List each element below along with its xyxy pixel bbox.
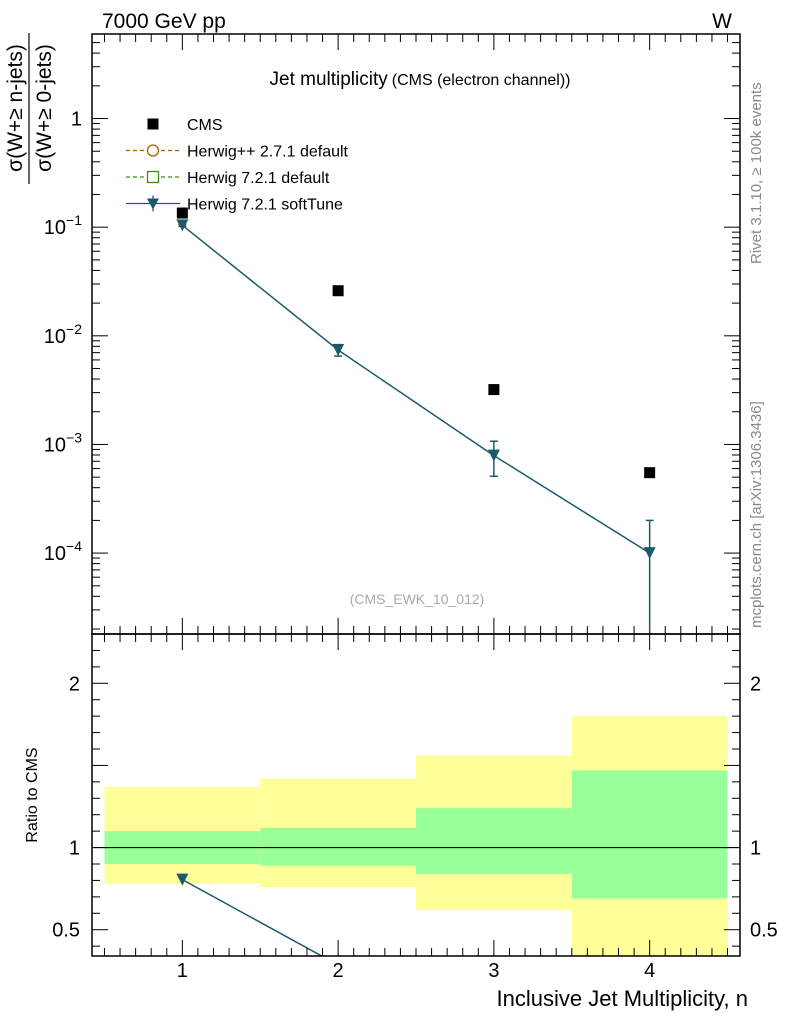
y-tick-label-exponent: −4 (66, 538, 82, 554)
legend: CMS Herwig++ 2.7.1 default Herwig 7.2.1 de… (126, 117, 349, 214)
y-tick-label-exponent: −1 (66, 212, 82, 228)
softtune-point (176, 219, 189, 232)
ratio-y-axis-label: Ratio to CMS (24, 747, 41, 842)
side-label-rivet: Rivet 3.1.10, ≥ 100k events (748, 82, 765, 264)
cms-data-point (488, 384, 500, 396)
y-axis-label-denominator: σ(W+≥ 0-jets) (33, 44, 56, 172)
y-tick-label-base: 10 (44, 434, 66, 456)
ratio-y-tick-label: 1 (69, 838, 80, 860)
legend-label: Herwig 7.2.1 default (187, 170, 330, 187)
y-tick-label-exponent: −3 (66, 429, 82, 445)
stat-uncertainty-band (571, 770, 728, 899)
legend-label: Herwig++ 2.7.1 default (187, 144, 349, 161)
stat-uncertainty-band (260, 827, 416, 866)
chart-title: Jet multiplicity (CMS (electron channel)) (270, 69, 571, 90)
cms-data-point (176, 207, 188, 219)
legend-entry: Herwig++ 2.7.1 default (126, 144, 349, 161)
y-tick-label: 10−1 (44, 212, 82, 239)
header-left: 7000 GeV pp (102, 10, 226, 33)
legend-label: CMS (187, 117, 223, 134)
legend-marker-square (146, 170, 160, 184)
ratio-softtune-line (181, 878, 324, 956)
y-tick-label-base: 10 (44, 326, 66, 348)
main-panel: 110−110−210−310−4 Jet multiplicity (CMS (… (4, 33, 741, 635)
x-tick-label: 4 (644, 960, 655, 982)
y-tick-label-base: 1 (71, 109, 82, 131)
legend-entry: Herwig 7.2.1 default (126, 170, 330, 187)
x-tick-label: 2 (333, 960, 344, 982)
y-tick-label-exponent: −2 (66, 321, 82, 337)
y-tick-label: 10−3 (44, 429, 82, 456)
y-tick-label-base: 10 (44, 543, 66, 565)
chart-title-main: Jet multiplicity (270, 69, 389, 90)
ratio-panel: 0.5 0.5 1 1 2 2 1 2 3 4 Ratio to CMS Inclusive Je… (24, 633, 778, 1011)
y-tick-label: 1 (71, 109, 82, 131)
softtune-point (332, 344, 345, 357)
ratio-y-tick-label-right: 2 (750, 673, 761, 695)
side-label-mcplots: mcplots.cern.ch [arXiv:1306.3436] (748, 401, 765, 628)
ratio-y-tick-label: 0.5 (52, 920, 80, 942)
y-tick-label: 10−2 (44, 321, 82, 348)
legend-entry: CMS (147, 117, 223, 134)
legend-entry: Herwig 7.2.1 softTune (126, 195, 343, 214)
x-axis-label: Inclusive Jet Multiplicity, n (497, 986, 748, 1011)
legend-label: Herwig 7.2.1 softTune (187, 197, 343, 214)
y-tick-label: 10−4 (44, 538, 82, 565)
x-tick-label: 3 (488, 960, 499, 982)
softtune-point (487, 449, 500, 462)
chart-subtitle: (CMS (electron channel)) (392, 72, 571, 89)
ratio-y-tick-label: 2 (69, 673, 80, 695)
header-right: W (712, 10, 732, 33)
stat-uncertainty-band (416, 808, 572, 874)
cms-data-point (644, 467, 656, 479)
ratio-y-tick-label-right: 1 (750, 838, 761, 860)
watermark: (CMS_EWK_10_012) (350, 591, 485, 607)
legend-marker-triangle (147, 198, 159, 210)
y-axis-label-numerator: σ(W+≥ n-jets) (4, 44, 27, 172)
cms-data-point (332, 285, 344, 297)
x-tick-label: 1 (177, 960, 188, 982)
y-tick-label-base: 10 (44, 217, 66, 239)
legend-marker-circle (146, 144, 160, 157)
legend-marker-square (147, 118, 159, 130)
ratio-softtune-point (176, 873, 189, 886)
ratio-y-tick-label-right: 0.5 (750, 920, 778, 942)
softtune-point (643, 547, 656, 560)
ratio-frame (91, 633, 741, 957)
softtune-line (181, 224, 651, 554)
